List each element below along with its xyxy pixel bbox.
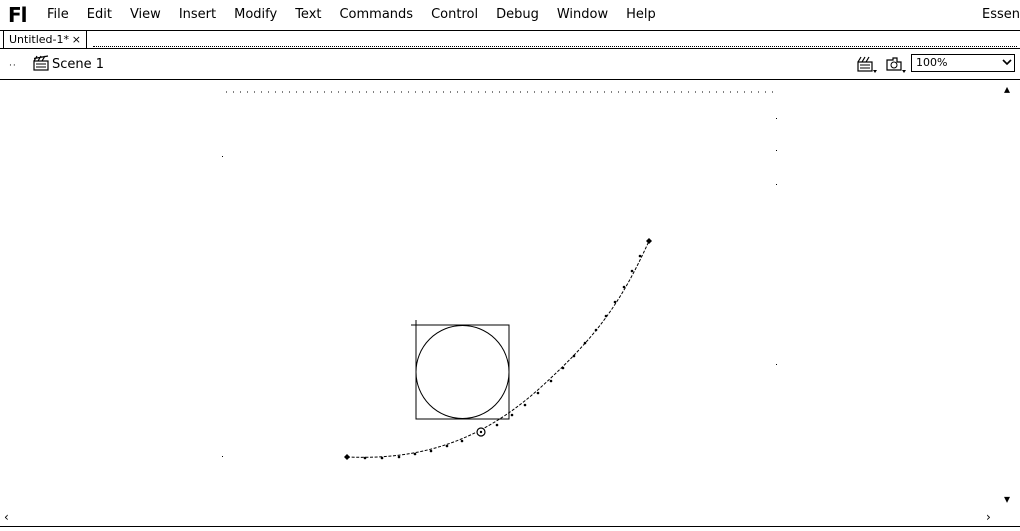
- menu-commands[interactable]: Commands: [339, 7, 414, 22]
- motion-path-frames: [363, 254, 642, 460]
- registration-crosshair: [411, 320, 421, 330]
- workspace-switcher[interactable]: Essentials: [982, 7, 1020, 22]
- scroll-right-icon[interactable]: ›: [986, 510, 991, 524]
- menu-help[interactable]: Help: [626, 7, 656, 22]
- scene-label[interactable]: Scene 1: [52, 57, 105, 72]
- edit-symbol-icon[interactable]: [884, 56, 908, 78]
- menu-bar: Fl File Edit View Insert Modify Text Com…: [0, 0, 1020, 30]
- scroll-up-icon[interactable]: ▴: [1004, 82, 1011, 96]
- close-icon[interactable]: ×: [71, 33, 81, 46]
- circle-shape[interactable]: [415, 325, 510, 419]
- chevron-down-icon: [1002, 55, 1012, 75]
- bottom-divider: [0, 526, 1020, 527]
- path-start-point[interactable]: [344, 454, 350, 460]
- scroll-left-icon[interactable]: ‹: [4, 510, 9, 524]
- edit-scene-icon[interactable]: [857, 56, 879, 78]
- path-end-point[interactable]: [646, 238, 652, 244]
- circle-object[interactable]: [411, 320, 510, 420]
- menu-debug[interactable]: Debug: [496, 7, 539, 22]
- tab-bar-divider: [93, 46, 1017, 47]
- menu-list: File Edit View Insert Modify Text Comman…: [38, 7, 665, 22]
- menu-window[interactable]: Window: [556, 7, 609, 22]
- vertical-scrollbar[interactable]: ▴ ▾: [1000, 80, 1020, 510]
- document-tab-bar: Untitled-1* ×: [0, 30, 1020, 49]
- stage-area[interactable]: [0, 80, 1000, 510]
- menu-modify[interactable]: Modify: [234, 7, 278, 22]
- motion-path[interactable]: [346, 240, 650, 458]
- menu-text[interactable]: Text: [295, 7, 322, 22]
- menu-view[interactable]: View: [129, 7, 161, 22]
- menu-file[interactable]: File: [47, 7, 69, 22]
- menu-control[interactable]: Control: [431, 7, 479, 22]
- zoom-select[interactable]: 100%: [911, 54, 1015, 72]
- transform-point-icon[interactable]: [476, 427, 486, 437]
- stage-boundary: [222, 91, 777, 457]
- scroll-down-icon[interactable]: ▾: [1004, 492, 1011, 506]
- document-tab[interactable]: Untitled-1* ×: [3, 31, 87, 48]
- edit-bar: ·· Scene 1 100%: [0, 49, 1020, 80]
- back-button[interactable]: ··: [9, 61, 17, 71]
- document-tab-title: Untitled-1*: [9, 33, 69, 46]
- clapper-icon: [33, 55, 49, 75]
- app-logo: Fl: [8, 3, 28, 27]
- menu-insert[interactable]: Insert: [178, 7, 217, 22]
- zoom-value: 100%: [916, 56, 948, 69]
- menu-edit[interactable]: Edit: [86, 7, 112, 22]
- horizontal-scrollbar[interactable]: ‹ ›: [0, 510, 1000, 524]
